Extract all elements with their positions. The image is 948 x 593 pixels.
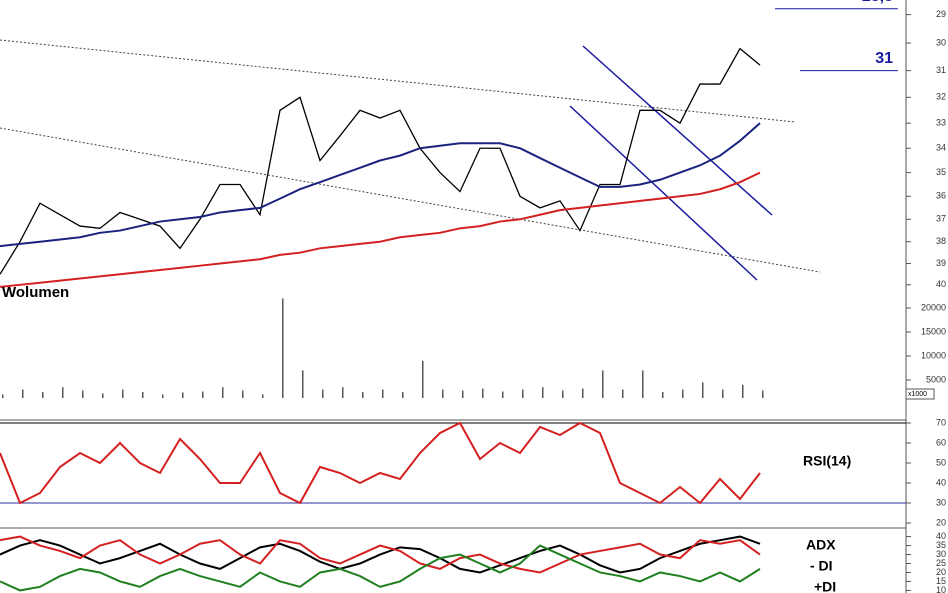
volume-bar xyxy=(702,382,704,398)
y-tick-label: 15000 xyxy=(921,326,946,336)
y-tick-label: 35 xyxy=(936,540,946,550)
series-line xyxy=(0,122,761,248)
y-tick-label: 31 xyxy=(936,65,946,75)
volume-bar xyxy=(502,391,504,398)
y-tick-label: 15 xyxy=(936,576,946,586)
volume-bar xyxy=(122,389,124,398)
y-tick-label: 20 xyxy=(936,567,946,577)
y-tick-label: 10000 xyxy=(921,350,946,360)
volume-bar xyxy=(222,387,224,398)
volume-bar xyxy=(262,394,264,398)
y-tick-label: 39 xyxy=(936,258,946,268)
volume-bar xyxy=(62,387,64,398)
series-line xyxy=(0,421,761,505)
volume-bar xyxy=(622,389,624,398)
y-tick-label: 36 xyxy=(936,191,946,201)
volume-bar xyxy=(482,388,484,398)
series-line xyxy=(0,47,761,275)
volume-bar xyxy=(22,389,24,398)
volume-bar xyxy=(602,370,604,398)
y-tick-label: 40 xyxy=(936,477,946,487)
y-tick-label: 30 xyxy=(936,549,946,559)
y-tick-label: 34 xyxy=(936,143,946,153)
y-tick-label: 35 xyxy=(936,167,946,177)
volume-bar xyxy=(342,387,344,398)
volume-bar xyxy=(302,370,304,398)
volume-bar xyxy=(382,389,384,398)
volume-bar xyxy=(322,389,324,398)
y-tick-label: 20000 xyxy=(921,302,946,312)
trend-line xyxy=(0,39,796,123)
unit-box xyxy=(905,388,935,400)
volume-bar xyxy=(422,360,424,398)
y-tick-label: 60 xyxy=(936,437,946,447)
series-line xyxy=(0,535,761,574)
channel-line xyxy=(582,45,773,216)
y-tick-label: 30 xyxy=(936,497,946,507)
legend-label: - DI xyxy=(810,558,833,574)
series-line xyxy=(0,535,761,574)
y-tick-label: 10 xyxy=(936,585,946,593)
volume-bar xyxy=(662,392,664,398)
level-label: 28,8 xyxy=(862,0,893,5)
legend-label: +DI xyxy=(814,579,836,593)
volume-bar xyxy=(742,384,744,398)
volume-bar xyxy=(562,390,564,398)
volume-bar xyxy=(142,392,144,398)
volume-bar xyxy=(762,390,764,398)
volume-bar xyxy=(402,392,404,398)
volume-bar xyxy=(462,390,464,398)
y-tick-label: 50 xyxy=(936,457,946,467)
volume-bar xyxy=(442,389,444,398)
volume-bar xyxy=(202,391,204,398)
channel-line xyxy=(569,105,758,281)
volume-bar xyxy=(362,392,364,398)
y-tick-label: 40 xyxy=(936,531,946,541)
y-tick-label: 70 xyxy=(936,417,946,427)
y-tick-label: 38 xyxy=(936,236,946,246)
y-tick-label: 29 xyxy=(936,9,946,19)
volume-bar xyxy=(522,389,524,398)
volume-bar xyxy=(82,390,84,398)
volume-bar xyxy=(42,392,44,398)
volume-bar xyxy=(542,387,544,398)
series-line xyxy=(0,171,761,288)
y-tick-label: 5000 xyxy=(926,374,946,384)
y-tick-label: 33 xyxy=(936,118,946,128)
y-tick-label: 32 xyxy=(936,92,946,102)
volume-bar xyxy=(682,389,684,398)
y-tick-label: 30 xyxy=(936,37,946,47)
unit-label: x1000 xyxy=(908,391,927,398)
volume-bar xyxy=(242,390,244,398)
volume-bar xyxy=(2,394,4,398)
volume-bar xyxy=(642,370,644,398)
volume-bar xyxy=(582,388,584,398)
panel-title: Wolumen xyxy=(2,284,69,301)
y-tick-label: 37 xyxy=(936,214,946,224)
volume-bar xyxy=(162,394,164,398)
legend-label: ADX xyxy=(806,537,836,553)
y-tick-label: 20 xyxy=(936,517,946,527)
volume-bar xyxy=(722,389,724,398)
level-label: 31 xyxy=(875,50,893,67)
volume-bar xyxy=(182,392,184,398)
volume-bar xyxy=(282,298,284,398)
volume-bar xyxy=(102,393,104,398)
y-tick-label: 40 xyxy=(936,279,946,289)
y-tick-label: 25 xyxy=(936,558,946,568)
trend-line xyxy=(0,127,821,273)
series-line xyxy=(0,544,761,592)
panel-title: RSI(14) xyxy=(803,453,851,469)
